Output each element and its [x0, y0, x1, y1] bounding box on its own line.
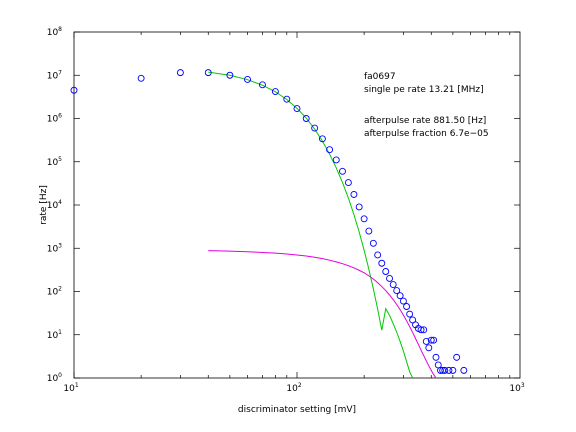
data-point [453, 353, 461, 361]
data-point [244, 75, 251, 83]
x-tick-label: 101 [63, 382, 78, 394]
annotation-afterpulse-rate: afterpulse rate 881.50 [Hz] [364, 116, 486, 126]
annotation-single-pe-rate: single pe rate 13.21 [MHz] [364, 85, 484, 95]
data-point [386, 275, 393, 282]
data-point [360, 215, 368, 223]
axis-ticks [73, 31, 520, 379]
data-point [332, 156, 340, 164]
data-point [422, 337, 430, 345]
fit-curve [208, 250, 437, 378]
data-point [365, 227, 373, 235]
data-point [176, 69, 184, 77]
data-point [318, 135, 326, 143]
data-point [326, 146, 334, 154]
y-tick-label: 105 [47, 156, 62, 168]
data-point [374, 251, 382, 259]
data-point [271, 88, 279, 95]
x-tick-label: 102 [286, 382, 301, 394]
data-point [369, 239, 377, 247]
x-tick-label: 103 [509, 382, 524, 394]
data-point [226, 71, 234, 79]
data-point [293, 105, 301, 112]
data-point [302, 115, 310, 122]
plot-frame [73, 31, 521, 379]
y-tick-label: 103 [47, 242, 62, 254]
data-point [70, 86, 78, 94]
y-tick-label: 100 [47, 372, 62, 384]
annotation-id: fa0697 [364, 72, 396, 82]
y-tick-label: 106 [47, 113, 62, 125]
data-point [355, 203, 363, 211]
data-point [393, 287, 401, 295]
data-point [378, 259, 386, 267]
y-tick-label: 102 [47, 286, 62, 298]
data-point [389, 281, 397, 288]
data-point [427, 336, 435, 344]
data-point [445, 366, 453, 374]
data-point [311, 124, 319, 132]
data-point [350, 191, 358, 198]
data-point [382, 268, 390, 275]
data-point [425, 344, 433, 352]
data-point [406, 310, 414, 318]
data-point [420, 326, 428, 334]
y-tick-label: 107 [47, 69, 62, 81]
data-point [259, 81, 266, 89]
y-axis-label: rate [Hz] [39, 185, 49, 225]
data-point [399, 297, 407, 305]
y-tick-label: 104 [47, 199, 62, 211]
x-axis-label: discriminator setting [mV] [238, 405, 356, 415]
data-point [339, 167, 346, 175]
data-point [396, 292, 404, 300]
data-point [437, 366, 444, 374]
data-points [70, 69, 468, 374]
data-point [449, 366, 457, 374]
y-tick-label: 101 [47, 329, 62, 341]
data-point [441, 366, 449, 374]
y-tick-label: 108 [47, 26, 62, 38]
data-point [137, 74, 145, 82]
data-point [430, 336, 438, 344]
data-point [417, 326, 425, 334]
fit-curves [208, 71, 437, 378]
data-point [460, 366, 468, 374]
data-point [403, 303, 411, 310]
data-point [344, 179, 352, 187]
data-point [432, 353, 440, 361]
data-point [204, 69, 212, 77]
data-point [283, 95, 291, 103]
annotation-afterpulse-fraction: afterpulse fraction 6.7e−05 [364, 129, 489, 139]
fit-curve [208, 71, 414, 378]
